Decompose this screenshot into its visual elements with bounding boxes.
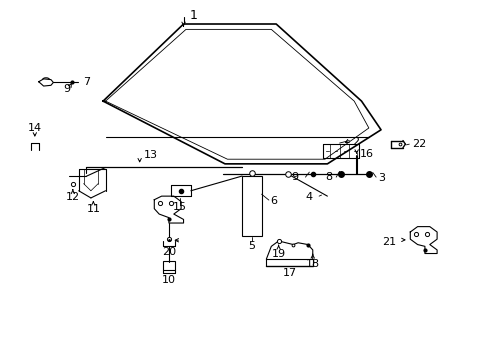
Text: 3: 3 [378,173,385,183]
FancyBboxPatch shape [242,176,261,235]
Text: 1: 1 [189,9,197,22]
Text: 11: 11 [86,204,100,215]
Text: 22: 22 [411,139,425,149]
Text: 13: 13 [143,150,157,160]
Text: 6: 6 [270,196,277,206]
Text: 2: 2 [351,138,358,147]
Text: 20: 20 [162,247,176,257]
Text: 14: 14 [28,123,42,133]
Text: 5: 5 [248,240,255,251]
Text: 4: 4 [305,192,312,202]
Text: 15: 15 [173,202,187,212]
Text: 21: 21 [382,237,396,247]
Text: 18: 18 [305,259,319,269]
Text: 9: 9 [290,172,298,182]
Text: 19: 19 [271,248,285,258]
Text: 17: 17 [282,267,296,278]
Text: 16: 16 [359,149,373,159]
Text: 8: 8 [325,172,331,183]
Text: 12: 12 [66,192,80,202]
FancyBboxPatch shape [163,261,174,270]
Text: 9: 9 [63,84,70,94]
Text: 7: 7 [83,77,91,87]
Text: 10: 10 [162,275,176,285]
